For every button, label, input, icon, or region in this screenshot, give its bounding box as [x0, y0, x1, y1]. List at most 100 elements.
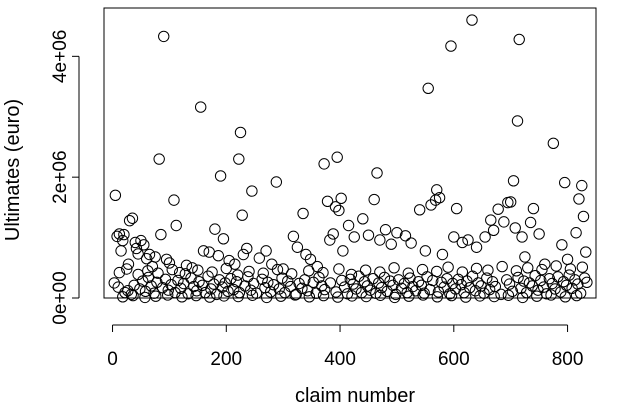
data-point — [564, 263, 577, 275]
data-point — [113, 266, 126, 279]
data-point — [580, 246, 592, 258]
data-point — [243, 265, 255, 278]
data-point — [186, 262, 198, 274]
data-point — [547, 137, 560, 150]
data-point — [466, 14, 478, 26]
data-point — [524, 216, 537, 229]
data-point — [462, 234, 474, 246]
data-point — [331, 151, 343, 163]
data-point — [364, 284, 376, 296]
data-point — [145, 280, 157, 292]
data-point — [431, 291, 444, 303]
data-point — [285, 268, 298, 280]
data-point — [222, 285, 234, 298]
data-point — [237, 248, 250, 261]
data-point — [335, 192, 347, 205]
data-point — [549, 283, 561, 295]
data-point — [282, 275, 294, 287]
data-point — [470, 262, 483, 275]
data-point — [546, 277, 558, 290]
data-point — [212, 250, 225, 262]
data-point — [333, 263, 345, 275]
data-point — [170, 219, 182, 232]
data-point — [412, 275, 425, 288]
data-point — [345, 268, 358, 281]
data-point — [206, 266, 218, 278]
data-point — [126, 212, 139, 224]
data-point — [496, 260, 508, 273]
data-point — [472, 277, 484, 289]
data-point — [474, 290, 486, 302]
data-point — [109, 189, 122, 201]
data-point — [234, 126, 247, 139]
data-point — [192, 264, 204, 276]
data-point — [245, 284, 257, 296]
data-point — [329, 201, 342, 213]
data-point — [577, 210, 590, 223]
x-tick-label: 400 — [324, 349, 356, 370]
data-point — [464, 282, 476, 294]
data-point — [381, 285, 393, 298]
data-point — [498, 216, 510, 228]
data-point — [209, 223, 221, 235]
data-point — [368, 193, 380, 206]
data-point — [176, 291, 188, 303]
data-point — [417, 289, 429, 301]
data-point — [418, 287, 430, 299]
data-point — [327, 228, 339, 240]
data-point — [436, 248, 449, 261]
data-point — [321, 195, 334, 208]
data-point — [488, 290, 500, 303]
data-point — [442, 261, 454, 273]
data-point — [253, 252, 265, 264]
data-point — [318, 158, 330, 170]
data-point — [223, 254, 235, 267]
data-point — [277, 263, 289, 275]
data-point — [332, 291, 344, 303]
data-point — [225, 272, 237, 285]
data-point — [301, 285, 314, 297]
data-point — [152, 267, 164, 279]
data-point — [399, 230, 412, 242]
data-point — [233, 153, 245, 165]
data-point — [267, 279, 280, 291]
data-point — [379, 224, 392, 236]
data-point — [111, 230, 123, 243]
data-point — [581, 276, 593, 288]
data-point — [487, 224, 500, 237]
data-point — [118, 228, 130, 241]
data-point — [526, 280, 538, 292]
data-point — [143, 248, 156, 261]
data-point — [231, 269, 244, 281]
data-point — [455, 279, 467, 291]
data-point — [213, 274, 226, 286]
x-tick-label: 200 — [210, 349, 242, 370]
data-point — [522, 262, 534, 274]
data-point — [287, 230, 300, 243]
data-point — [180, 259, 193, 272]
data-point — [256, 273, 268, 285]
data-point — [185, 272, 197, 284]
data-point — [391, 227, 403, 239]
data-point — [573, 193, 585, 205]
data-point — [359, 264, 372, 276]
data-point — [413, 204, 426, 216]
data-point — [158, 30, 170, 43]
data-point — [518, 275, 530, 287]
data-point — [304, 253, 317, 266]
data-point — [422, 82, 434, 95]
data-point — [456, 266, 469, 278]
data-point — [150, 290, 162, 302]
data-point — [515, 282, 527, 295]
data-point — [194, 101, 207, 113]
data-point — [271, 263, 284, 276]
data-point — [296, 282, 308, 295]
data-point — [149, 251, 161, 263]
data-point — [273, 283, 285, 295]
data-point — [168, 194, 180, 206]
data-point — [452, 273, 465, 285]
data-point — [193, 275, 205, 288]
data-point — [479, 231, 491, 243]
data-point — [338, 281, 351, 293]
